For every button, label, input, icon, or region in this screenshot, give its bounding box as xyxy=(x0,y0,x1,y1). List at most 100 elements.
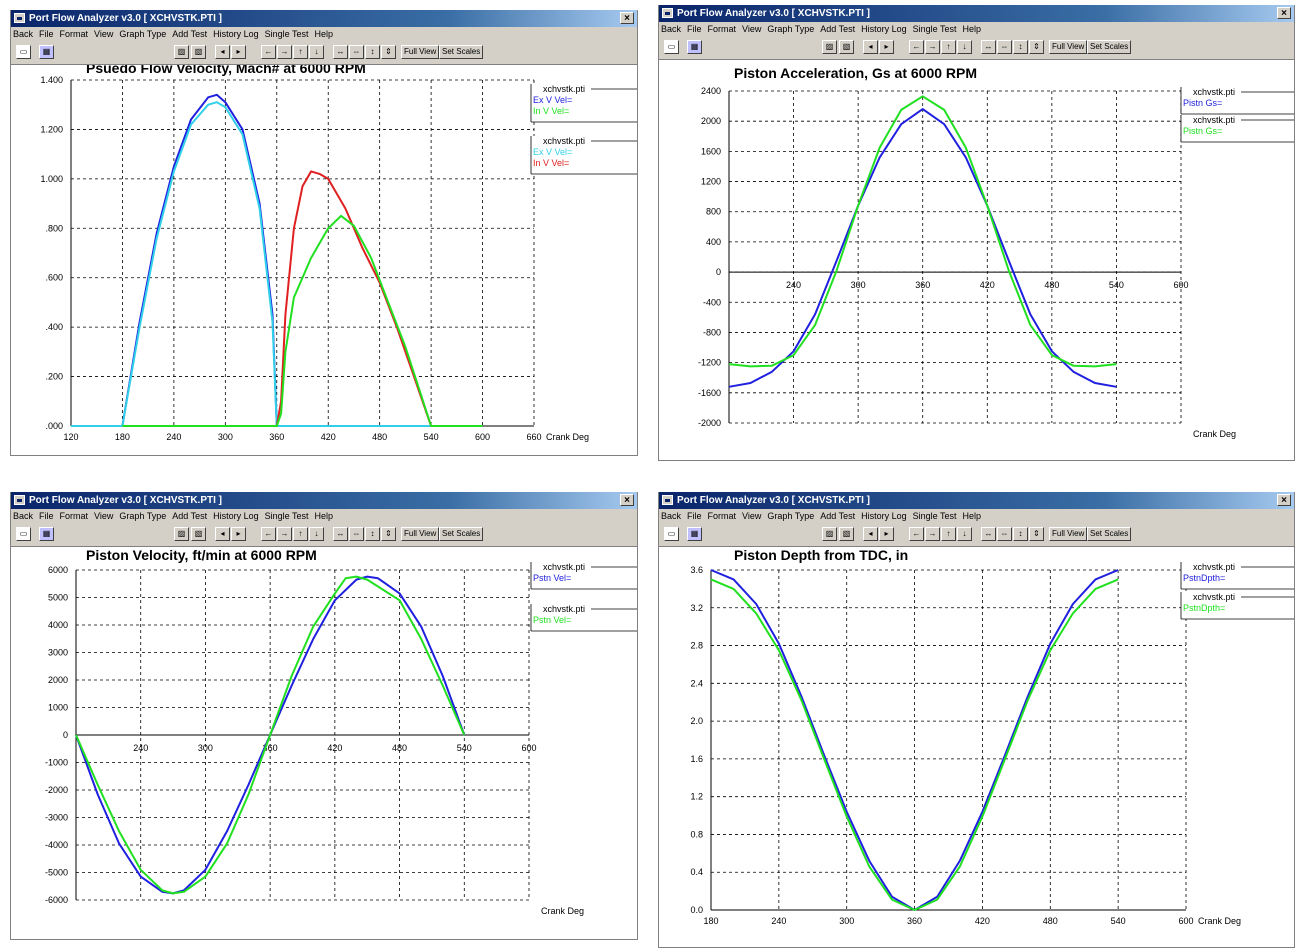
set-scales-button[interactable]: Set Scales xyxy=(439,527,484,541)
print-icon[interactable]: ▭ xyxy=(16,527,31,541)
zoom-y-in-icon[interactable]: ⇕ xyxy=(381,527,396,541)
menu-item-history-log[interactable]: History Log xyxy=(213,29,259,39)
menu-item-format[interactable]: Format xyxy=(59,511,89,521)
menu-item-add-test[interactable]: Add Test xyxy=(820,24,856,34)
zoom-x-out-icon[interactable]: ↔ xyxy=(981,527,996,541)
print-icon[interactable]: ▭ xyxy=(664,527,679,541)
menu-item-graph-type[interactable]: Graph Type xyxy=(119,29,167,39)
menu-item-add-test[interactable]: Add Test xyxy=(820,511,856,521)
step-right-icon[interactable]: ▸ xyxy=(231,45,246,59)
menu-item-graph-type[interactable]: Graph Type xyxy=(119,511,167,521)
full-view-button[interactable]: Full View xyxy=(1049,527,1088,541)
pan-up-icon[interactable]: ↑ xyxy=(293,527,308,541)
close-button[interactable]: × xyxy=(620,494,634,506)
full-view-button[interactable]: Full View xyxy=(401,45,440,59)
step-right-icon[interactable]: ▸ xyxy=(879,527,894,541)
zoom-x-in-icon[interactable]: ⇔ xyxy=(349,527,364,541)
color-icon[interactable]: ▦ xyxy=(39,45,54,59)
set-scales-button[interactable]: Set Scales xyxy=(439,45,484,59)
menu-item-single-test[interactable]: Single Test xyxy=(912,511,957,521)
graph-type-icon[interactable]: ▨ xyxy=(174,527,189,541)
pan-down-icon[interactable]: ↓ xyxy=(309,45,324,59)
pan-left-icon[interactable]: ← xyxy=(909,527,924,541)
color-icon[interactable]: ▦ xyxy=(687,527,702,541)
close-button[interactable]: × xyxy=(620,12,634,24)
pan-right-icon[interactable]: → xyxy=(277,45,292,59)
zoom-x-out-icon[interactable]: ↔ xyxy=(981,40,996,54)
pan-down-icon[interactable]: ↓ xyxy=(957,40,972,54)
menu-item-help[interactable]: Help xyxy=(962,511,982,521)
step-left-icon[interactable]: ◂ xyxy=(215,527,230,541)
graph-type-2-icon[interactable]: ▧ xyxy=(839,40,854,54)
zoom-y-out-icon[interactable]: ↕ xyxy=(365,45,380,59)
menu-item-view[interactable]: View xyxy=(94,511,114,521)
pan-right-icon[interactable]: → xyxy=(277,527,292,541)
menu-item-add-test[interactable]: Add Test xyxy=(172,29,208,39)
menu-item-history-log[interactable]: History Log xyxy=(213,511,259,521)
menu-item-format[interactable]: Format xyxy=(59,29,89,39)
graph-type-2-icon[interactable]: ▧ xyxy=(191,527,206,541)
pan-right-icon[interactable]: → xyxy=(925,40,940,54)
zoom-x-in-icon[interactable]: ⇔ xyxy=(349,45,364,59)
zoom-y-in-icon[interactable]: ⇕ xyxy=(1029,40,1044,54)
menu-item-format[interactable]: Format xyxy=(707,511,737,521)
set-scales-button[interactable]: Set Scales xyxy=(1087,527,1132,541)
menu-item-single-test[interactable]: Single Test xyxy=(912,24,957,34)
graph-type-icon[interactable]: ▨ xyxy=(822,527,837,541)
menu-item-history-log[interactable]: History Log xyxy=(861,24,907,34)
menu-item-file[interactable]: File xyxy=(39,29,54,39)
zoom-y-in-icon[interactable]: ⇕ xyxy=(381,45,396,59)
zoom-x-in-icon[interactable]: ⇔ xyxy=(997,527,1012,541)
zoom-y-in-icon[interactable]: ⇕ xyxy=(1029,527,1044,541)
menu-item-view[interactable]: View xyxy=(94,29,114,39)
zoom-y-out-icon[interactable]: ↕ xyxy=(365,527,380,541)
color-icon[interactable]: ▦ xyxy=(39,527,54,541)
full-view-button[interactable]: Full View xyxy=(1049,40,1088,54)
step-left-icon[interactable]: ◂ xyxy=(863,527,878,541)
pan-left-icon[interactable]: ← xyxy=(261,45,276,59)
menu-item-format[interactable]: Format xyxy=(707,24,737,34)
menu-item-view[interactable]: View xyxy=(742,511,762,521)
pan-up-icon[interactable]: ↑ xyxy=(293,45,308,59)
close-button[interactable]: × xyxy=(1277,494,1291,506)
pan-left-icon[interactable]: ← xyxy=(909,40,924,54)
menu-item-help[interactable]: Help xyxy=(314,511,334,521)
color-icon[interactable]: ▦ xyxy=(687,40,702,54)
zoom-x-out-icon[interactable]: ↔ xyxy=(333,527,348,541)
menu-item-file[interactable]: File xyxy=(39,511,54,521)
menu-item-help[interactable]: Help xyxy=(962,24,982,34)
print-icon[interactable]: ▭ xyxy=(16,45,31,59)
pan-left-icon[interactable]: ← xyxy=(261,527,276,541)
step-left-icon[interactable]: ◂ xyxy=(863,40,878,54)
set-scales-button[interactable]: Set Scales xyxy=(1087,40,1132,54)
menu-item-back[interactable]: Back xyxy=(13,511,34,521)
menu-item-single-test[interactable]: Single Test xyxy=(264,29,309,39)
zoom-x-in-icon[interactable]: ⇔ xyxy=(997,40,1012,54)
menu-item-back[interactable]: Back xyxy=(13,29,34,39)
pan-down-icon[interactable]: ↓ xyxy=(309,527,324,541)
menu-item-view[interactable]: View xyxy=(742,24,762,34)
menu-item-help[interactable]: Help xyxy=(314,29,334,39)
menu-item-file[interactable]: File xyxy=(687,24,702,34)
zoom-y-out-icon[interactable]: ↕ xyxy=(1013,527,1028,541)
graph-type-2-icon[interactable]: ▧ xyxy=(839,527,854,541)
print-icon[interactable]: ▭ xyxy=(664,40,679,54)
menu-item-add-test[interactable]: Add Test xyxy=(172,511,208,521)
graph-type-icon[interactable]: ▨ xyxy=(822,40,837,54)
pan-up-icon[interactable]: ↑ xyxy=(941,527,956,541)
step-right-icon[interactable]: ▸ xyxy=(231,527,246,541)
pan-down-icon[interactable]: ↓ xyxy=(957,527,972,541)
menu-item-single-test[interactable]: Single Test xyxy=(264,511,309,521)
menu-item-file[interactable]: File xyxy=(687,511,702,521)
menu-item-history-log[interactable]: History Log xyxy=(861,511,907,521)
pan-up-icon[interactable]: ↑ xyxy=(941,40,956,54)
zoom-x-out-icon[interactable]: ↔ xyxy=(333,45,348,59)
graph-type-2-icon[interactable]: ▧ xyxy=(191,45,206,59)
close-button[interactable]: × xyxy=(1277,7,1291,19)
step-right-icon[interactable]: ▸ xyxy=(879,40,894,54)
menu-item-back[interactable]: Back xyxy=(661,511,682,521)
zoom-y-out-icon[interactable]: ↕ xyxy=(1013,40,1028,54)
pan-right-icon[interactable]: → xyxy=(925,527,940,541)
menu-item-graph-type[interactable]: Graph Type xyxy=(767,24,815,34)
step-left-icon[interactable]: ◂ xyxy=(215,45,230,59)
